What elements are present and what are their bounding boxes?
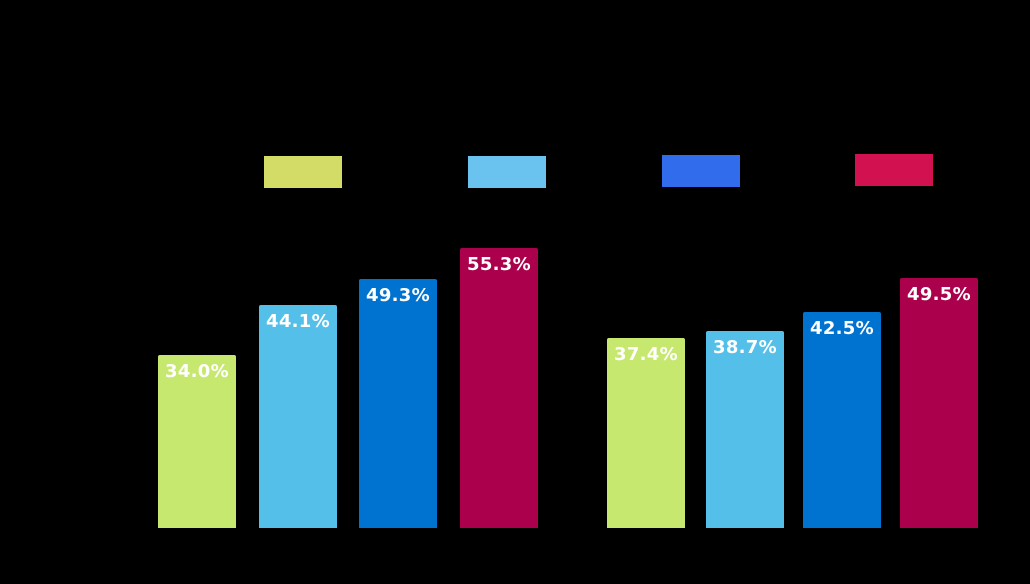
bar-group2-series3: 42.5%	[803, 312, 881, 528]
bar-value-label: 38.7%	[713, 337, 777, 358]
bar-value-label: 49.3%	[366, 285, 430, 306]
legend-swatch-2	[468, 156, 546, 188]
bar-group1-series1: 34.0%	[158, 355, 236, 528]
bar-value-label: 44.1%	[266, 311, 330, 332]
bar-group1-series3: 49.3%	[359, 279, 437, 528]
legend-swatch-4	[855, 154, 933, 186]
legend-swatch-3	[662, 155, 740, 187]
bar-group2-series1: 37.4%	[607, 338, 685, 528]
bar-group1-series4: 55.3%	[460, 248, 538, 528]
bar-value-label: 34.0%	[165, 361, 229, 382]
bar-value-label: 55.3%	[467, 254, 531, 275]
bar-value-label: 49.5%	[907, 284, 971, 305]
bar-value-label: 37.4%	[614, 344, 678, 365]
bar-value-label: 42.5%	[810, 318, 874, 339]
legend-swatch-1	[264, 156, 342, 188]
bar-group2-series4: 49.5%	[900, 278, 978, 528]
bar-group1-series2: 44.1%	[259, 305, 337, 528]
bar-group2-series2: 38.7%	[706, 331, 784, 528]
